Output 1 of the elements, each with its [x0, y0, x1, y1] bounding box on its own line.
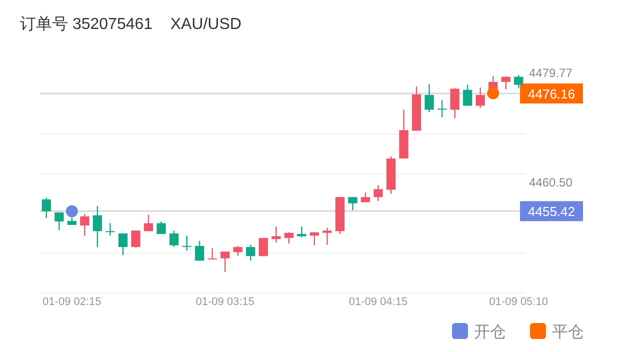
title: 订单号 352075461 XAU/USD — [20, 16, 242, 33]
